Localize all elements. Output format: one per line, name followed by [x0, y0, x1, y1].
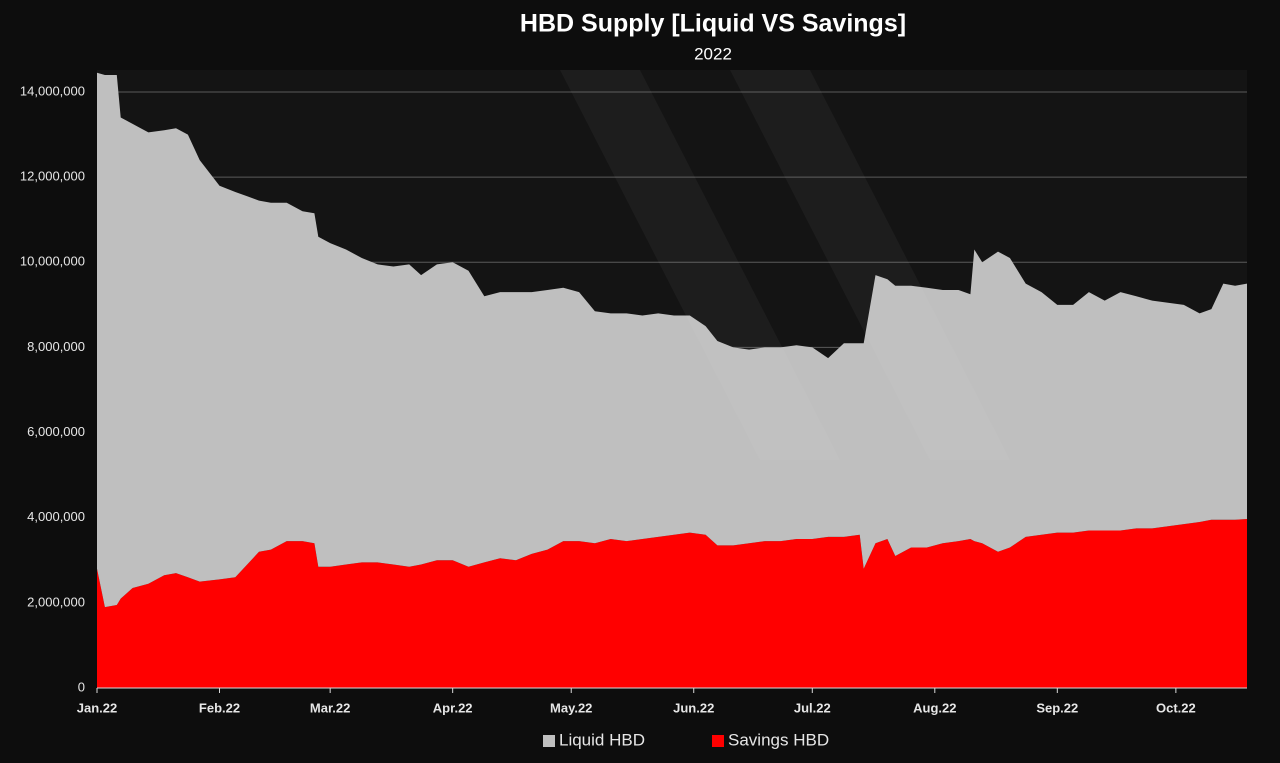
x-tick-label: Jan.22 — [77, 700, 117, 715]
watermark — [560, 70, 840, 460]
legend-label: Liquid HBD — [559, 730, 645, 749]
x-tick-label: Apr.22 — [433, 700, 473, 715]
legend-swatch — [543, 735, 555, 747]
chart-title: HBD Supply [Liquid VS Savings] — [520, 10, 906, 38]
x-tick-label: Feb.22 — [199, 700, 240, 715]
area — [97, 519, 1247, 688]
legend-label: Savings HBD — [728, 730, 829, 749]
y-tick-label: 6,000,000 — [27, 424, 85, 439]
x-tick-label: Jun.22 — [673, 700, 714, 715]
axes: 0 2,000,000 4,000,000 6,000,000 8,000,000 10,… — [20, 83, 1247, 749]
legend-swatch — [712, 735, 724, 747]
x-tick-label: Jul.22 — [794, 700, 831, 715]
y-tick-label: 0 — [78, 679, 85, 694]
watermark — [730, 70, 1010, 460]
x-tick-label: May.22 — [550, 700, 592, 715]
area — [97, 72, 1247, 608]
x-tick-label: Aug.22 — [913, 700, 956, 715]
x-tick-label: Mar.22 — [310, 700, 350, 715]
chart-subtitle: 2022 — [694, 44, 732, 63]
y-tick-label: 14,000,000 — [20, 83, 85, 98]
y-tick-label: 10,000,000 — [20, 254, 85, 269]
x-tick-label: Oct.22 — [1156, 700, 1196, 715]
y-tick-label: 2,000,000 — [27, 594, 85, 609]
y-tick-label: 12,000,000 — [20, 169, 85, 184]
x-tick-label: Sep.22 — [1036, 700, 1078, 715]
areas — [97, 72, 1247, 688]
y-tick-label: 4,000,000 — [27, 509, 85, 524]
y-tick-label: 8,000,000 — [27, 339, 85, 354]
